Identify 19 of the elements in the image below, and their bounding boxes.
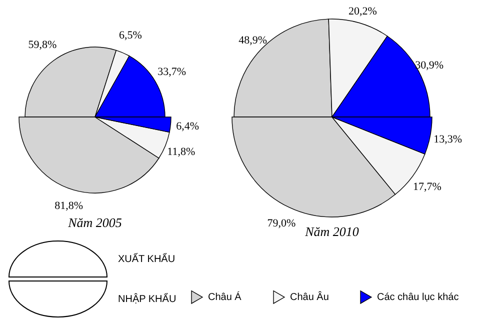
data-label: 59,8% xyxy=(28,39,57,52)
data-label: 20,2% xyxy=(348,5,377,18)
data-label: 79,0% xyxy=(267,218,296,230)
legend-label: Châu Á xyxy=(208,291,242,304)
legend-label: Các châu lục khác xyxy=(377,292,459,304)
data-label: 81,8% xyxy=(54,200,83,212)
text: Năm 2010 xyxy=(304,224,360,239)
text: Năm 2005 xyxy=(67,215,122,230)
data-label: 17,7% xyxy=(412,180,442,193)
data-label: 33,7% xyxy=(158,66,186,78)
text: NHẬP KHẨU xyxy=(118,294,176,304)
data-label: 6,5% xyxy=(119,29,142,42)
data-label: 30,9% xyxy=(415,60,444,72)
data-label: 13,3% xyxy=(434,133,462,146)
text: XUẤT KHẨU xyxy=(118,254,176,264)
data-label: 11,8% xyxy=(167,146,196,158)
data-label: 6,4% xyxy=(176,120,199,132)
legend-label: Châu Âu xyxy=(290,291,329,304)
data-label: 48,9% xyxy=(238,34,268,47)
